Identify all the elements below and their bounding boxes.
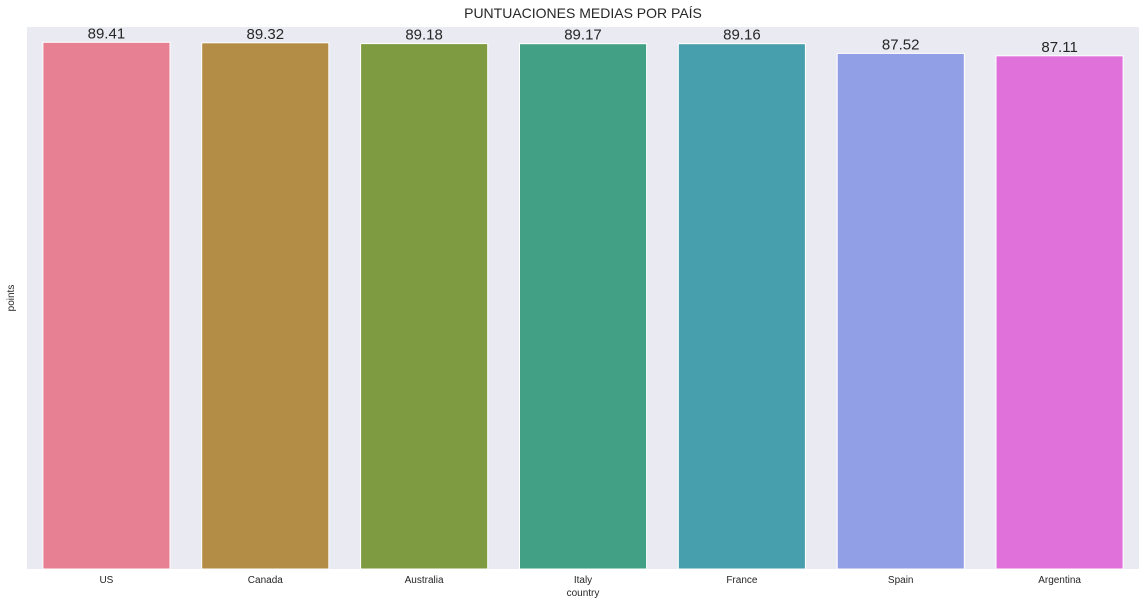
data-label-spain: 87.52 xyxy=(882,36,920,53)
x-tick-label-italy: Italy xyxy=(574,575,592,586)
bar-argentina xyxy=(995,55,1124,570)
data-label-italy: 89.17 xyxy=(564,27,602,44)
x-axis-label: country xyxy=(567,588,600,599)
x-tick-label-us: US xyxy=(99,575,113,586)
data-label-argentina: 87.11 xyxy=(1041,39,1077,56)
x-tick-label-spain: Spain xyxy=(888,575,914,586)
x-tick-label-france: France xyxy=(726,575,758,586)
bar-france xyxy=(677,43,806,570)
bar-italy xyxy=(519,43,648,570)
data-label-us: 89.41 xyxy=(88,25,126,42)
chart-title: PUNTUACIONES MEDIAS POR PAÍS xyxy=(464,5,702,21)
data-label-france: 89.16 xyxy=(723,27,761,44)
x-tick-label-australia: Australia xyxy=(405,575,444,586)
bar-spain xyxy=(836,52,965,570)
y-axis-label: points xyxy=(6,285,17,312)
x-tick-label-canada: Canada xyxy=(248,575,283,586)
x-tick-labels-layer: US Canada Australia Italy France Spain Argenti… xyxy=(99,575,1081,586)
data-label-australia: 89.18 xyxy=(405,27,443,44)
data-label-canada: 89.32 xyxy=(247,26,285,43)
bar-canada xyxy=(201,42,330,570)
bar-australia xyxy=(360,43,489,570)
data-labels-layer: 89.41 89.32 89.18 89.17 89.16 87.52 87.11 xyxy=(88,25,1078,56)
bar-us xyxy=(42,41,171,570)
bars-layer xyxy=(42,41,1124,570)
x-tick-label-argentina: Argentina xyxy=(1038,575,1081,586)
